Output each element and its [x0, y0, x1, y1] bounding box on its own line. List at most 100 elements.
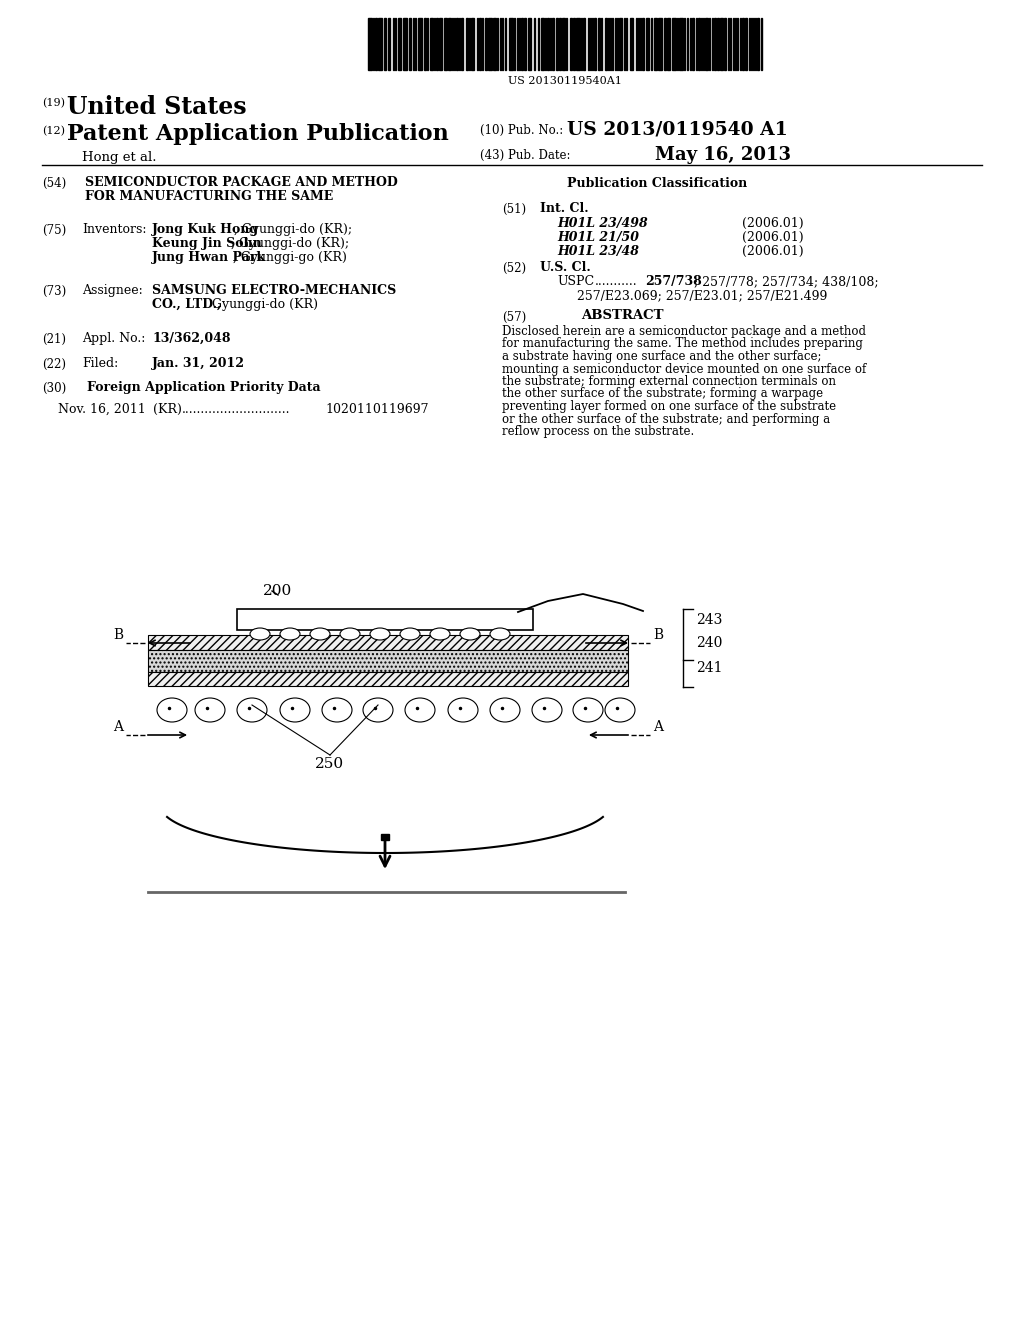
Text: a substrate having one surface and the other surface;: a substrate having one surface and the o…	[502, 350, 821, 363]
Bar	[654, 18, 657, 70]
Text: mounting a semiconductor device mounted on one surface of: mounting a semiconductor device mounted …	[502, 363, 866, 375]
Text: (19): (19)	[42, 98, 65, 108]
Bar	[528, 18, 531, 70]
Ellipse shape	[237, 698, 267, 722]
Text: (22): (22)	[42, 358, 66, 371]
Ellipse shape	[195, 698, 225, 722]
Text: FOR MANUFACTURING THE SAME: FOR MANUFACTURING THE SAME	[85, 190, 333, 203]
Bar	[381, 834, 389, 840]
Ellipse shape	[573, 698, 603, 722]
Text: the substrate; forming external connection terminals on: the substrate; forming external connecti…	[502, 375, 836, 388]
Text: (43) Pub. Date:: (43) Pub. Date:	[480, 149, 570, 162]
Ellipse shape	[157, 698, 187, 722]
Bar	[573, 18, 575, 70]
Ellipse shape	[250, 628, 270, 640]
Ellipse shape	[370, 628, 390, 640]
Ellipse shape	[490, 628, 510, 640]
Ellipse shape	[280, 698, 310, 722]
Bar	[672, 18, 676, 70]
Bar	[479, 18, 481, 70]
Bar	[424, 18, 426, 70]
Text: 241: 241	[696, 661, 723, 675]
Ellipse shape	[490, 698, 520, 722]
Bar	[524, 18, 526, 70]
Bar	[488, 18, 492, 70]
Bar	[724, 18, 726, 70]
Text: 243: 243	[696, 612, 722, 627]
Text: Jong Kuk Hong: Jong Kuk Hong	[152, 223, 259, 236]
Bar	[618, 18, 622, 70]
Ellipse shape	[430, 628, 450, 640]
Bar	[556, 18, 558, 70]
Text: (73): (73)	[42, 285, 67, 298]
Text: U.S. Cl.: U.S. Cl.	[540, 261, 591, 275]
Bar	[493, 18, 496, 70]
Bar	[667, 18, 670, 70]
Bar	[384, 18, 386, 70]
Bar	[521, 18, 523, 70]
Text: Int. Cl.: Int. Cl.	[540, 202, 589, 215]
Bar	[705, 18, 708, 70]
Text: (12): (12)	[42, 125, 65, 136]
Bar	[409, 18, 411, 70]
Bar	[148, 635, 628, 649]
Text: USPC: USPC	[557, 275, 594, 288]
Text: , Gyunggi-do (KR);: , Gyunggi-do (KR);	[234, 223, 352, 236]
Bar	[547, 18, 549, 70]
Text: (KR): (KR)	[153, 403, 182, 416]
Bar	[642, 18, 644, 70]
Bar	[237, 609, 534, 630]
Bar	[717, 18, 719, 70]
Bar	[456, 18, 458, 70]
Text: Foreign Application Priority Data: Foreign Application Priority Data	[87, 381, 321, 393]
Bar	[757, 18, 759, 70]
Ellipse shape	[400, 628, 420, 640]
Text: SEMICONDUCTOR PACKAGE AND METHOD: SEMICONDUCTOR PACKAGE AND METHOD	[85, 176, 397, 189]
Text: A: A	[113, 719, 123, 734]
Ellipse shape	[310, 628, 330, 640]
Bar	[509, 18, 513, 70]
Text: 200: 200	[263, 583, 292, 598]
Text: (2006.01): (2006.01)	[742, 231, 804, 244]
Bar	[403, 18, 407, 70]
Bar	[461, 18, 463, 70]
Bar	[375, 18, 377, 70]
Text: Patent Application Publication: Patent Application Publication	[67, 123, 449, 145]
Bar	[646, 18, 649, 70]
Text: Filed:: Filed:	[82, 356, 118, 370]
Ellipse shape	[406, 698, 435, 722]
Bar	[466, 18, 468, 70]
Text: US 20130119540A1: US 20130119540A1	[508, 77, 622, 86]
Bar	[583, 18, 585, 70]
Text: (51): (51)	[502, 203, 526, 216]
Bar	[471, 18, 474, 70]
Text: Hong et al.: Hong et al.	[82, 150, 157, 164]
Text: 257/E23.069; 257/E23.01; 257/E21.499: 257/E23.069; 257/E23.01; 257/E21.499	[577, 289, 827, 302]
Bar	[720, 18, 723, 70]
Bar	[541, 18, 544, 70]
Text: 1020110119697: 1020110119697	[325, 403, 428, 416]
Bar	[664, 18, 666, 70]
Text: Gyunggi-do (KR): Gyunggi-do (KR)	[208, 298, 318, 312]
Bar	[575, 18, 580, 70]
Bar	[552, 18, 554, 70]
Text: 250: 250	[315, 756, 344, 771]
Bar	[605, 18, 607, 70]
Bar	[368, 18, 372, 70]
Bar	[436, 18, 438, 70]
Ellipse shape	[532, 698, 562, 722]
Text: B: B	[653, 628, 664, 642]
Text: Publication Classification: Publication Classification	[567, 177, 748, 190]
Bar	[742, 18, 744, 70]
Bar	[444, 18, 447, 70]
Text: , Gyunggi-do (KR);: , Gyunggi-do (KR);	[231, 238, 349, 249]
Bar	[745, 18, 746, 70]
Bar	[714, 18, 716, 70]
Ellipse shape	[280, 628, 300, 640]
Text: (21): (21)	[42, 333, 66, 346]
Text: A: A	[653, 719, 663, 734]
Ellipse shape	[362, 698, 393, 722]
Text: (30): (30)	[42, 381, 67, 395]
Text: H01L 23/48: H01L 23/48	[557, 246, 639, 257]
Text: ............................: ............................	[182, 403, 291, 416]
